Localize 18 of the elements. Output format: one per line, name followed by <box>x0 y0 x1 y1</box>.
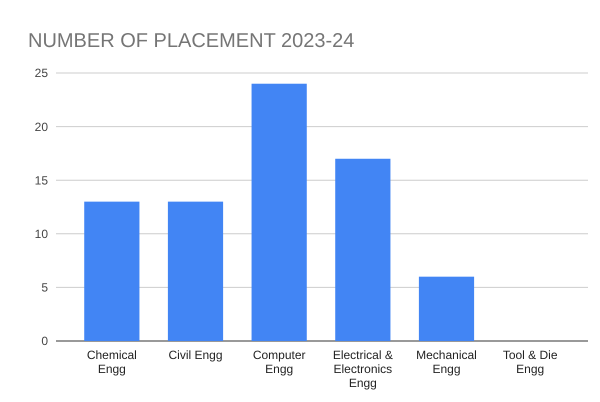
bar <box>84 202 140 341</box>
x-tick-label: Tool & Die Engg <box>502 348 558 376</box>
y-tick-label: 25 <box>34 66 48 80</box>
y-tick-label: 20 <box>34 120 48 134</box>
x-tick-label: Chemical Engg <box>86 348 137 376</box>
x-tick-label: Civil Engg <box>168 348 223 362</box>
bar <box>252 84 307 341</box>
y-tick-label: 15 <box>34 173 48 188</box>
x-tick-label: Computer Engg <box>252 348 306 376</box>
bar <box>335 158 390 341</box>
bar <box>168 202 224 341</box>
y-tick-label: 5 <box>41 280 48 295</box>
x-tick-label: Electrical & Electronics Engg <box>332 348 393 390</box>
chart-title: NUMBER OF PLACEMENT 2023-24 <box>28 30 354 52</box>
bar <box>418 276 474 341</box>
y-tick-label: 10 <box>34 227 48 241</box>
x-tick-label: Mechanical Engg <box>416 348 477 376</box>
y-tick-label: 0 <box>41 334 48 348</box>
